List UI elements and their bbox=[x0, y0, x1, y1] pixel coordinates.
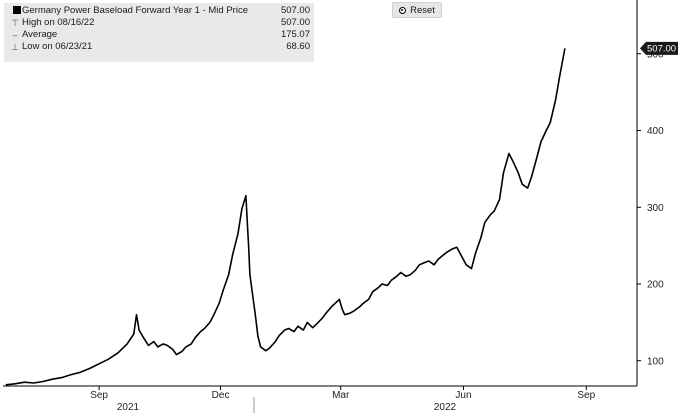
legend-high-label: High on 08/16/22 bbox=[22, 17, 95, 28]
legend-low-label: Low on 06/23/21 bbox=[22, 41, 93, 52]
last-value-text: 507.00 bbox=[647, 44, 676, 55]
legend-average-value: 175.07 bbox=[280, 29, 310, 40]
year-label-2022: 2022 bbox=[434, 402, 457, 413]
x-axis-ticks: Sep Dec Mar Jun Sep bbox=[90, 386, 596, 401]
legend-series-label: Germany Power Baseload Forward Year 1 - … bbox=[22, 5, 248, 16]
legend-row-average: – Average 175.07 bbox=[8, 29, 310, 41]
year-label-2021: 2021 bbox=[117, 402, 140, 413]
legend-low-value: 68.60 bbox=[286, 41, 310, 52]
x-tick-label: Sep bbox=[577, 390, 595, 401]
x-tick-label: Mar bbox=[332, 390, 350, 401]
y-tick-label: 400 bbox=[647, 126, 664, 137]
square-icon bbox=[8, 5, 22, 17]
x-tick-label: Dec bbox=[212, 390, 230, 401]
average-marker-icon: – bbox=[12, 30, 18, 40]
legend-high-value: 507.00 bbox=[280, 17, 310, 28]
legend-series-value: 507.00 bbox=[280, 5, 310, 16]
y-tick-label: 200 bbox=[647, 280, 664, 291]
legend-row-low: ⊥ Low on 06/23/21 68.60 bbox=[8, 41, 310, 53]
legend-average-label: Average bbox=[22, 29, 58, 40]
reset-icon bbox=[399, 6, 407, 14]
y-tick-label: 300 bbox=[647, 203, 664, 214]
series-line bbox=[5, 48, 566, 386]
legend-panel: Germany Power Baseload Forward Year 1 - … bbox=[4, 3, 314, 62]
reset-button[interactable]: Reset bbox=[392, 2, 442, 18]
x-tick-label: Sep bbox=[90, 390, 108, 401]
reset-label: Reset bbox=[410, 4, 435, 16]
legend-row-series: Germany Power Baseload Forward Year 1 - … bbox=[8, 5, 310, 17]
last-value-tag: 507.00 bbox=[640, 41, 678, 55]
low-marker-icon: ⊥ bbox=[11, 42, 19, 52]
y-axis-ticks: 100200300400500 bbox=[637, 49, 664, 367]
high-marker-icon: ⊤ bbox=[11, 18, 19, 28]
legend-row-high: ⊤ High on 08/16/22 507.00 bbox=[8, 17, 310, 29]
x-tick-label: Jun bbox=[455, 390, 471, 401]
y-tick-label: 100 bbox=[647, 356, 664, 367]
